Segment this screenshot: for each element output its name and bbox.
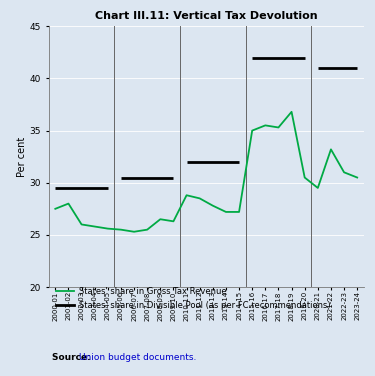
Legend: States' share in Gross Tax Revenue, States' share in Divisible Pool (as per FC r: States' share in Gross Tax Revenue, Stat… [56, 287, 330, 310]
Text: Source:: Source: [52, 353, 94, 362]
Title: Chart III.11: Vertical Tax Devolution: Chart III.11: Vertical Tax Devolution [95, 11, 318, 21]
Text: Union budget documents.: Union budget documents. [79, 353, 196, 362]
Y-axis label: Per cent: Per cent [17, 136, 27, 177]
